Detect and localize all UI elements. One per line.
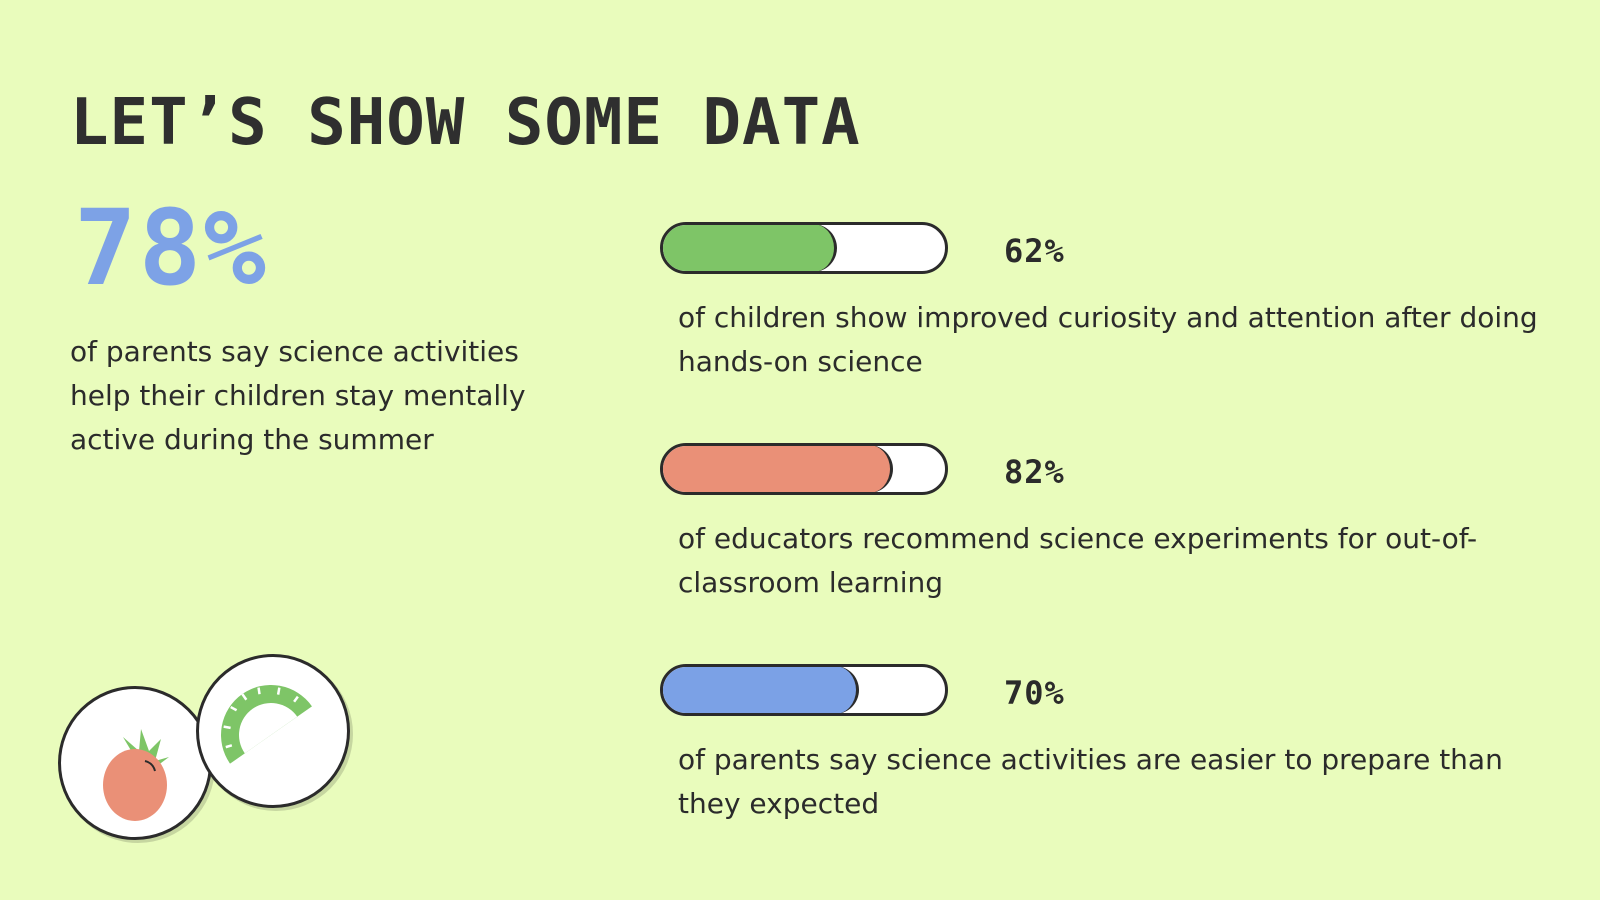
stat-description-educators: of educators recommend science experimen… bbox=[678, 522, 1478, 599]
progress-fill-curiosity bbox=[663, 225, 837, 271]
progress-fill-educators bbox=[663, 446, 894, 492]
stat-description-curiosity: of children show improved curiosity and … bbox=[678, 301, 1538, 378]
stat-value-educators: 82% bbox=[1004, 453, 1065, 491]
strawberry-badge bbox=[58, 686, 212, 840]
protractor-icon bbox=[221, 685, 312, 764]
strawberry-icon bbox=[103, 729, 169, 821]
protractor-badge bbox=[196, 654, 350, 808]
stat-row-parents: 70% of parents say science activities ar… bbox=[660, 664, 1540, 864]
stat-description-parents: of parents say science activities are ea… bbox=[678, 743, 1503, 820]
stat-row-curiosity: 62% of children show improved curiosity … bbox=[660, 222, 1540, 422]
progress-bar-educators bbox=[660, 443, 948, 495]
stat-row-educators: 82% of educators recommend science exper… bbox=[660, 443, 1540, 643]
highlight-value: 78% bbox=[74, 187, 268, 309]
highlight-description: of parents say science activities help t… bbox=[70, 335, 526, 456]
stat-value-parents: 70% bbox=[1004, 674, 1065, 712]
progress-bar-parents bbox=[660, 664, 948, 716]
progress-fill-parents bbox=[663, 667, 860, 713]
progress-bar-curiosity bbox=[660, 222, 948, 274]
page-title: LET’S SHOW SOME DATA bbox=[70, 86, 861, 160]
stat-value-curiosity: 62% bbox=[1004, 232, 1065, 270]
